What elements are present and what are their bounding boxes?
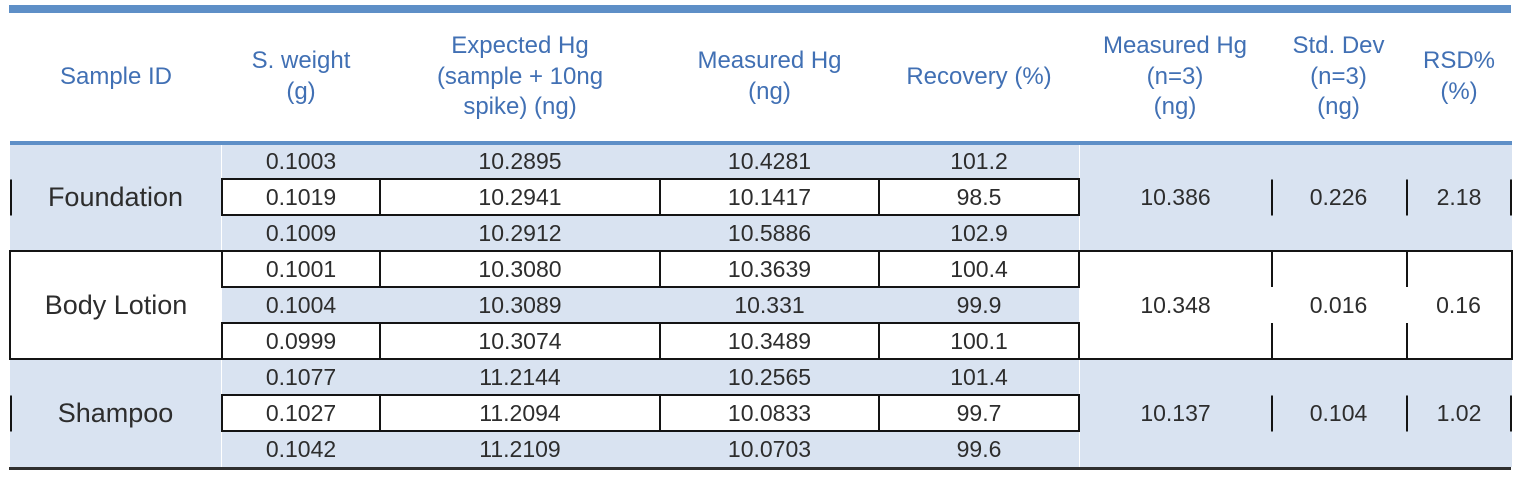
recovery-cell: 102.9 (879, 215, 1079, 251)
expected-hg-cell: 11.2144 (380, 359, 660, 395)
measured-hg-n3-cell: 10.386 (1079, 143, 1271, 251)
expected-hg-cell: 10.2895 (380, 143, 660, 179)
expected-hg-cell: 10.3089 (380, 287, 660, 323)
s-weight-cell: 0.1042 (222, 431, 380, 467)
col-header-rsd: RSD% (%) (1406, 13, 1512, 145)
measured-hg-n3-cell: 10.348 (1079, 250, 1271, 360)
recovery-cell: 99.7 (878, 394, 1080, 432)
measured-hg-cell: 10.331 (660, 287, 879, 323)
col-header-std-dev: Std. Dev (n=3) (ng) (1271, 13, 1406, 145)
measured-hg-cell: 10.0833 (659, 394, 880, 432)
table-row: 0.1042 11.2109 10.0703 99.6 (10, 431, 1512, 467)
s-weight-cell: 0.1003 (222, 143, 380, 179)
col-header-recovery: Recovery (%) (879, 13, 1079, 145)
col-header-measured-hg: Measured Hg (ng) (660, 13, 879, 145)
recovery-cell: 100.4 (878, 250, 1080, 288)
rsd-cell: 1.02 (1406, 359, 1512, 467)
table-row: 0.1027 11.2094 10.0833 99.7 (10, 394, 1512, 432)
results-table-sheet: Sample ID S. weight (g) Expected Hg (sam… (9, 5, 1513, 470)
table-row: 0.1019 10.2941 10.1417 98.5 (10, 178, 1512, 216)
measured-hg-cell: 10.2565 (660, 359, 879, 395)
s-weight-cell: 0.1077 (222, 359, 380, 395)
std-dev-cell: 0.226 (1271, 143, 1406, 251)
s-weight-cell: 0.1001 (221, 250, 381, 288)
header-row: Sample ID S. weight (g) Expected Hg (sam… (10, 13, 1512, 145)
recovery-cell: 100.1 (878, 322, 1080, 360)
sample-id-cell: Body Lotion (9, 250, 222, 360)
measured-hg-cell: 10.0703 (660, 431, 879, 467)
measured-hg-cell: 10.5886 (660, 215, 879, 251)
table-row: 0.0999 10.3074 10.3489 100.1 (10, 322, 1512, 360)
table-row: Shampoo 0.1077 11.2144 10.2565 101.4 10.… (10, 359, 1512, 467)
expected-hg-cell: 10.2912 (380, 215, 660, 251)
col-header-expected-hg: Expected Hg (sample + 10ng spike) (ng) (380, 13, 660, 145)
measured-hg-n3-cell: 10.137 (1079, 359, 1271, 467)
recovery-cell: 98.5 (878, 178, 1080, 216)
measured-hg-cell: 10.1417 (659, 178, 880, 216)
sample-id-cell: Shampoo (10, 359, 222, 467)
measured-hg-cell: 10.3639 (659, 250, 880, 288)
table-row: Foundation 0.1003 10.2895 10.4281 101.2 … (10, 143, 1512, 251)
recovery-cell: 101.4 (879, 359, 1079, 395)
expected-hg-cell: 11.2094 (379, 394, 661, 432)
s-weight-cell: 0.1009 (222, 215, 380, 251)
sample-id-cell: Foundation (10, 143, 222, 251)
col-header-sample-id: Sample ID (10, 13, 222, 145)
col-header-measured-hg-n3: Measured Hg (n=3) (ng) (1079, 13, 1271, 145)
table-row: 0.1009 10.2912 10.5886 102.9 (10, 215, 1512, 251)
s-weight-cell: 0.1027 (221, 394, 381, 432)
expected-hg-cell: 10.2941 (379, 178, 661, 216)
table-row: 0.1004 10.3089 10.331 99.9 (10, 287, 1512, 323)
recovery-cell: 99.9 (879, 287, 1079, 323)
s-weight-cell: 0.0999 (221, 322, 381, 360)
std-dev-cell: 0.104 (1271, 359, 1406, 467)
expected-hg-cell: 11.2109 (380, 431, 660, 467)
rsd-cell: 2.18 (1406, 143, 1512, 251)
recovery-cell: 99.6 (879, 431, 1079, 467)
table-top-accent-bar (9, 5, 1511, 13)
sample-group-body-lotion: Body Lotion 0.1001 10.3080 10.3639 100.4… (9, 250, 1513, 360)
s-weight-cell: 0.1019 (221, 178, 381, 216)
measured-hg-cell: 10.4281 (660, 143, 879, 179)
table-row: Body Lotion 0.1001 10.3080 10.3639 100.4… (9, 250, 1513, 360)
s-weight-cell: 0.1004 (222, 287, 380, 323)
expected-hg-cell: 10.3080 (379, 250, 661, 288)
sample-group-shampoo: Shampoo 0.1077 11.2144 10.2565 101.4 10.… (10, 359, 1512, 467)
rsd-cell: 0.16 (1406, 250, 1513, 360)
table-bottom-rule (9, 467, 1511, 470)
expected-hg-cell: 10.3074 (379, 322, 661, 360)
recovery-cell: 101.2 (879, 143, 1079, 179)
measured-hg-cell: 10.3489 (659, 322, 880, 360)
hg-recovery-table: Sample ID S. weight (g) Expected Hg (sam… (9, 13, 1513, 467)
sample-group-foundation: Foundation 0.1003 10.2895 10.4281 101.2 … (10, 143, 1512, 251)
col-header-s-weight: S. weight (g) (222, 13, 380, 145)
std-dev-cell: 0.016 (1271, 250, 1406, 360)
